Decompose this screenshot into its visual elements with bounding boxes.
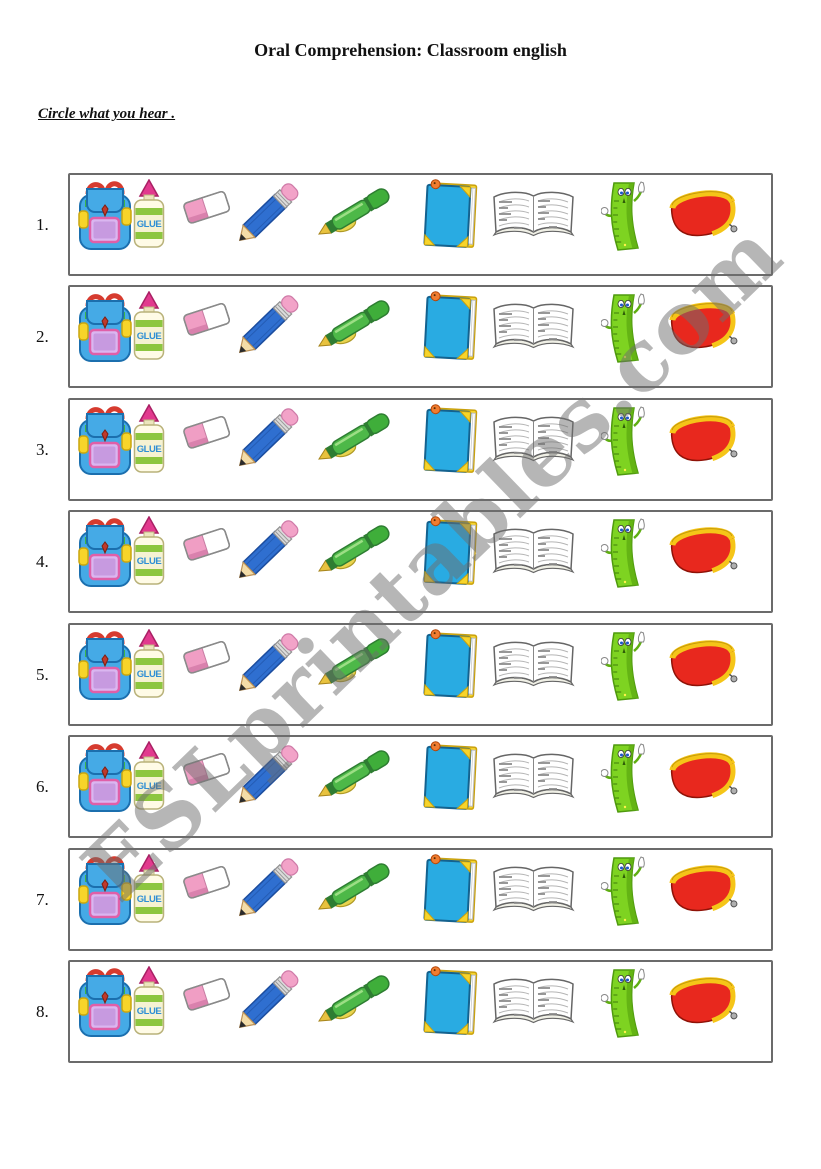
pencil-case-icon [668, 183, 738, 241]
row-number-1: 1. [36, 215, 49, 234]
eraser-icon [182, 972, 231, 1015]
answer-row-1 [68, 173, 773, 276]
row-number-2: 2. [36, 327, 49, 346]
pen-icon [317, 520, 398, 580]
book-icon [421, 516, 479, 589]
glue-bottle-icon [133, 516, 165, 586]
pencil-icon [238, 404, 312, 474]
answer-row-5 [68, 623, 773, 726]
glue-bottle-icon [133, 404, 165, 474]
row-number-3: 3. [36, 440, 49, 459]
pencil-icon [238, 629, 312, 699]
glue-bottle-icon [133, 291, 165, 361]
book-icon [421, 629, 479, 702]
book-icon [421, 741, 479, 814]
pencil-case-icon [668, 970, 738, 1028]
backpack-icon [78, 740, 132, 813]
eraser-icon [182, 635, 231, 678]
notebook-icon [487, 863, 580, 918]
glue-bottle-icon [133, 966, 165, 1036]
pencil-case-icon [668, 408, 738, 466]
pencil-case-icon [668, 745, 738, 803]
eraser-icon [182, 860, 231, 903]
answer-row-3 [68, 398, 773, 501]
pencil-case-icon [668, 520, 738, 578]
pencil-icon [238, 854, 312, 924]
row-number-8: 8. [36, 1002, 49, 1021]
row-number-5: 5. [36, 665, 49, 684]
backpack-icon [78, 628, 132, 701]
pencil-case-icon [668, 295, 738, 353]
backpack-icon [78, 515, 132, 588]
notebook-icon [487, 750, 580, 805]
pen-icon [317, 970, 398, 1030]
book-icon [421, 854, 479, 927]
answer-row-2 [68, 285, 773, 388]
pencil-icon [238, 966, 312, 1036]
pencil-icon [238, 179, 312, 249]
book-icon [421, 404, 479, 477]
backpack-icon [78, 403, 132, 476]
pencil-icon [238, 741, 312, 811]
pencil-icon [238, 516, 312, 586]
eraser-icon [182, 747, 231, 790]
book-icon [421, 966, 479, 1039]
glue-bottle-icon [133, 629, 165, 699]
ruler-icon [601, 741, 647, 815]
answer-row-4 [68, 510, 773, 613]
ruler-icon [601, 179, 647, 253]
backpack-icon [78, 178, 132, 251]
eraser-icon [182, 297, 231, 340]
glue-bottle-icon [133, 741, 165, 811]
pen-icon [317, 408, 398, 468]
eraser-icon [182, 185, 231, 228]
book-icon [421, 291, 479, 364]
ruler-icon [601, 404, 647, 478]
eraser-icon [182, 522, 231, 565]
glue-bottle-icon [133, 854, 165, 924]
notebook-icon [487, 638, 580, 693]
book-icon [421, 179, 479, 252]
ruler-icon [601, 516, 647, 590]
row-number-6: 6. [36, 777, 49, 796]
glue-bottle-icon [133, 179, 165, 249]
pen-icon [317, 745, 398, 805]
notebook-icon [487, 300, 580, 355]
backpack-icon [78, 853, 132, 926]
answer-row-7 [68, 848, 773, 951]
pen-icon [317, 633, 398, 693]
instruction-text: Circle what you hear . [38, 106, 176, 122]
eraser-icon [182, 410, 231, 453]
pen-icon [317, 295, 398, 355]
ruler-icon [601, 629, 647, 703]
notebook-icon [487, 975, 580, 1030]
ruler-icon [601, 854, 647, 928]
ruler-icon [601, 966, 647, 1040]
pen-icon [317, 858, 398, 918]
answer-row-8 [68, 960, 773, 1063]
pencil-case-icon [668, 858, 738, 916]
pen-icon [317, 183, 398, 243]
answer-row-6 [68, 735, 773, 838]
row-number-4: 4. [36, 552, 49, 571]
pencil-case-icon [668, 633, 738, 691]
notebook-icon [487, 188, 580, 243]
notebook-icon [487, 413, 580, 468]
page-title: Oral Comprehension: Classroom english [254, 40, 567, 60]
backpack-icon [78, 290, 132, 363]
ruler-icon [601, 291, 647, 365]
pencil-icon [238, 291, 312, 361]
notebook-icon [487, 525, 580, 580]
backpack-icon [78, 965, 132, 1038]
row-number-7: 7. [36, 890, 49, 909]
